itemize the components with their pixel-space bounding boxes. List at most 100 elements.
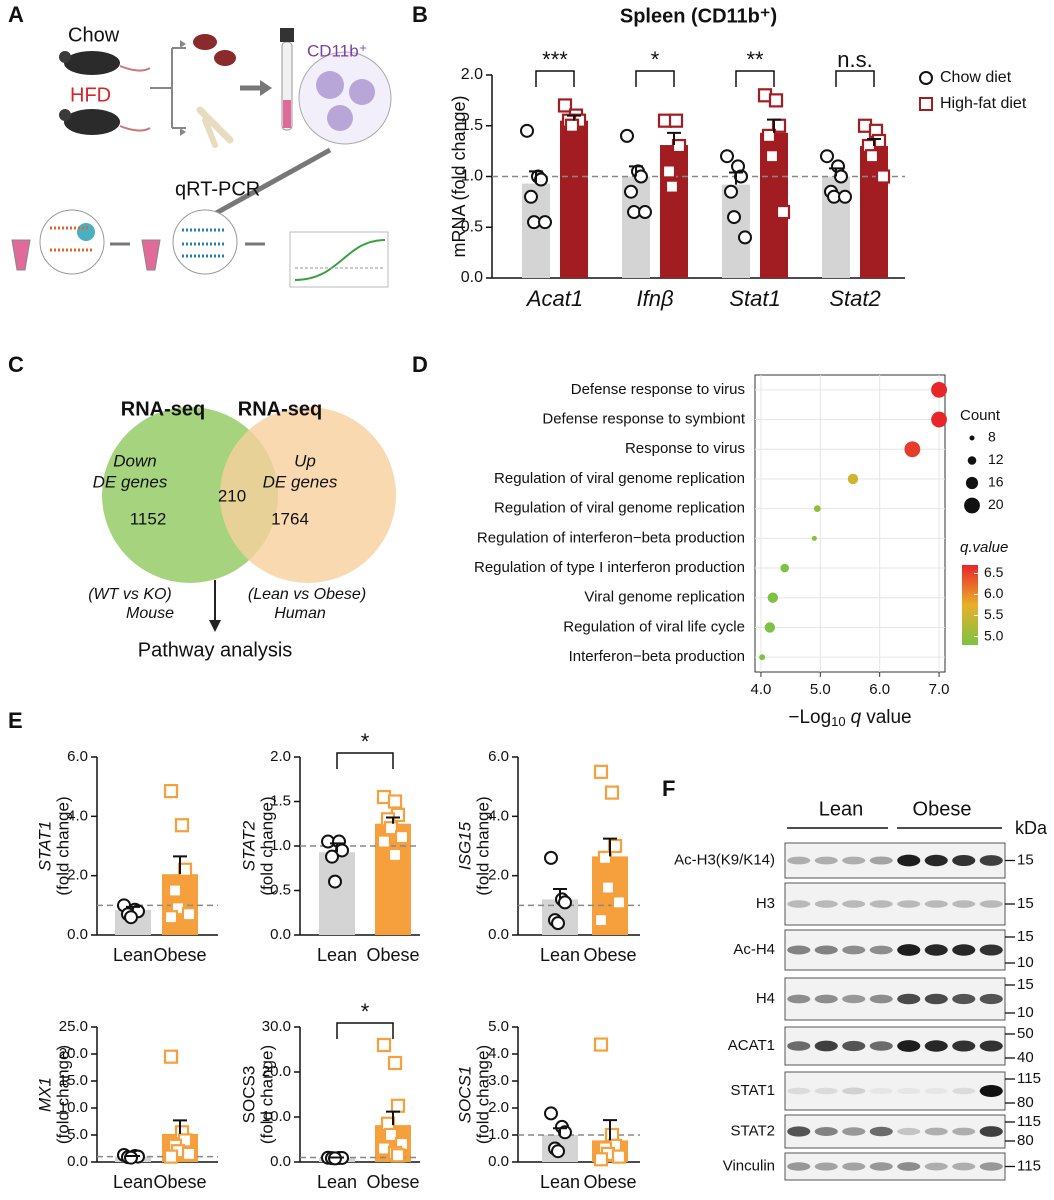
data-point [864,149,880,164]
data-point [593,1152,609,1167]
significance-bracket [735,70,775,87]
set-name: Up [294,451,316,470]
significance-label: *** [542,47,568,72]
dot [847,473,859,485]
data-point [163,910,179,925]
band [924,1040,948,1052]
x-tick-label: Obese [153,945,206,965]
zoom-circle [172,209,238,275]
band [979,944,1003,956]
y-tick-label: 2.0 [461,66,483,83]
data-point [820,149,834,164]
band [842,900,866,908]
row-label: H4 [756,990,775,1007]
size-marker: 15 [1017,895,1034,912]
band [952,1127,976,1136]
set-source: Mouse [126,605,174,622]
color-legend-label: 6.5 [984,564,1004,580]
band [924,1087,948,1095]
x-tick-label: Obese [153,1172,206,1192]
bar-chart: 0.0 0.5 1.0 1.5 2.0 mRNA (fold change) Acat1 If… [449,5,1027,311]
dot [931,381,947,398]
data-point [394,829,410,845]
size-legend-marker [965,476,979,490]
size-legend-marker [964,497,980,514]
dot [767,592,779,603]
band [787,945,811,955]
dot [904,441,921,458]
mouse [64,109,120,135]
dot [764,622,776,633]
data-point [558,895,572,910]
data-point [328,874,342,889]
data-point [593,764,609,779]
dot [780,563,789,573]
bar-chart: 0.0 2.0 4.0 6.0 ISG15 (fold change) Lean Obese [455,748,640,965]
data-point [620,128,634,143]
x-tick-label: Lean [540,1172,580,1192]
diet-label: Chow [68,24,120,46]
y-tick-label: 0.5 [461,218,483,235]
error-bar [386,816,400,824]
data-point [600,880,616,895]
spleen [214,50,236,66]
bar-chart: 0.0 2.0 4.0 6.0 STAT1 (fold change) Lean Obese [35,748,218,965]
size-marker: 80 [1017,1132,1034,1149]
set-name: Down [113,451,156,470]
data-point [611,1149,627,1164]
band [842,945,866,955]
color-legend-label: 5.5 [984,606,1004,622]
y-tick-label: 1.0 [270,837,291,854]
y-tick-label: 2.0 [488,1099,509,1116]
significance-label: * [361,999,370,1024]
data-point [181,907,197,922]
data-point [376,1037,392,1053]
size-marker: 115 [1017,1113,1041,1130]
data-point [775,204,791,220]
panel-letter: B [412,2,428,27]
y-tick-label: Interferon−beta production [569,648,745,665]
band [979,1126,1003,1137]
x-tick-label: 6.0 [869,681,890,698]
x-axis-label-part: q [851,707,862,728]
result-label: Pathway analysis [138,639,293,661]
data-point [124,910,138,925]
band [924,900,948,908]
band [869,1041,893,1051]
split-arrow [150,47,186,129]
x-tick-label: Lean [113,945,153,965]
group-label: Lean [819,798,864,820]
y-tick-label: 5.0 [488,1018,509,1035]
x-tick-label: Lean [113,1172,153,1192]
significance-label: * [651,47,660,72]
arrow-head [209,620,221,632]
band [952,944,976,956]
data-point [390,1148,406,1163]
data-point [544,1106,558,1121]
error-bar [529,170,543,184]
size-marker: 15 [1017,976,1034,993]
band [952,1087,976,1095]
y-tick-label: 1.0 [488,1126,509,1143]
y-axis-label: (fold change) [53,1045,72,1144]
y-tick-label: 1.0 [461,168,483,185]
y-axis-label: STAT2 [239,820,258,871]
x-tick-label: 5.0 [810,681,831,698]
significance-label: * [361,729,370,754]
y-tick-label: Defense response to symbiont [542,411,745,428]
band [924,993,948,1005]
band [897,944,921,956]
error-bar [173,1119,187,1134]
group-label: Obese [913,798,972,820]
panel-letter: D [412,352,428,377]
band [814,1162,838,1171]
error-bar [667,131,681,146]
data-point [383,1127,399,1143]
data-point [390,1098,406,1113]
data-point [664,179,680,194]
y-tick-label: Regulation of viral genome replication [494,500,745,517]
band [869,1126,893,1137]
data-point [544,850,558,865]
data-point [383,821,399,836]
data-point [524,189,538,204]
